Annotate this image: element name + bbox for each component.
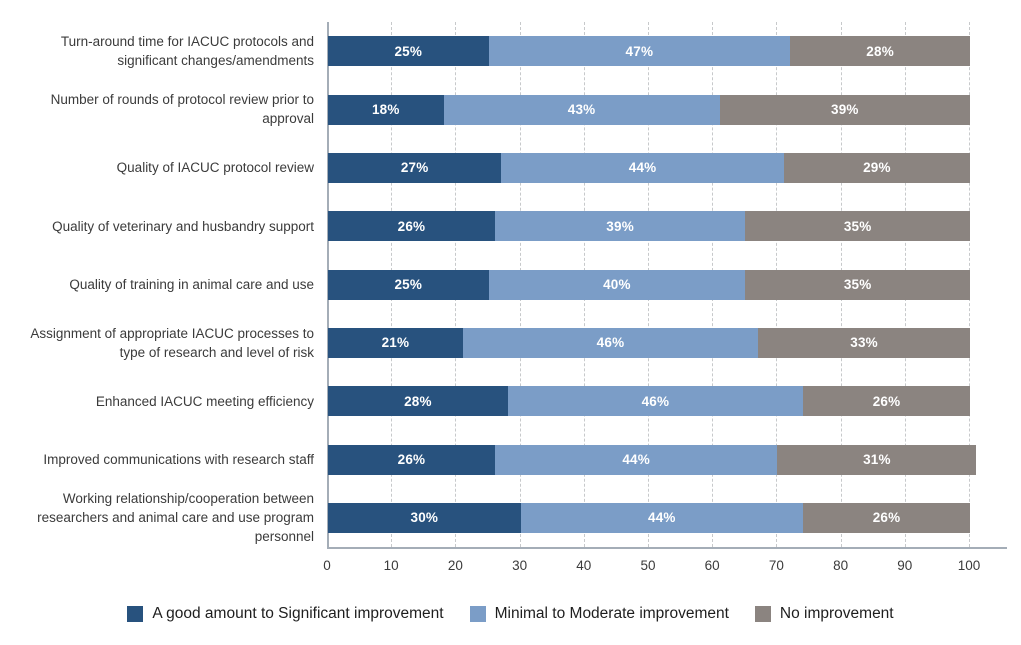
bar-segment-good-significant: 25%: [328, 36, 489, 67]
bar-segment-label: 47%: [625, 43, 654, 59]
bar-segment-label: 44%: [648, 510, 676, 526]
bar-segment-good-significant: 18%: [328, 94, 444, 125]
bar-segment-label: 44%: [628, 160, 657, 176]
bar-segment-label: 28%: [866, 43, 894, 59]
bar-segment-label: 26%: [397, 452, 426, 467]
category-label: Number of rounds of protocol review prio…: [50, 92, 314, 127]
bar-segment-label: 40%: [603, 277, 631, 292]
bar-segment-no-improvement: 26%: [803, 502, 970, 533]
legend-label: No improvement: [779, 605, 894, 622]
bar-segment-label: 31%: [863, 452, 891, 467]
category-label: Quality of training in animal care and u…: [69, 276, 314, 292]
bar-segment-no-improvement: 33%: [758, 327, 970, 358]
bar-segment-label: 18%: [371, 102, 400, 117]
bar-segment-label: 46%: [641, 393, 670, 409]
bar-segment-label: 46%: [596, 335, 625, 351]
bar-segment-label: 21%: [381, 335, 410, 351]
legend: A good amount to Significant improvement…: [0, 596, 1021, 632]
bar-segment-label: 28%: [404, 393, 432, 409]
x-tick-label: 40: [576, 558, 592, 573]
bar-segment-good-significant: 30%: [328, 502, 521, 533]
bar-segment-label: 43%: [567, 102, 596, 117]
legend-label: Minimal to Moderate improvement: [494, 605, 729, 622]
legend-item: A good amount to Significant improvement: [127, 605, 444, 623]
bar-segment-label: 25%: [394, 277, 423, 292]
category-label: Working relationship/cooperation between…: [37, 491, 314, 545]
bar-segment-good-significant: 21%: [328, 327, 463, 358]
bar-segment-minimal-moderate: 47%: [488, 36, 791, 67]
x-tick-label: 30: [512, 558, 528, 573]
bar-segment-good-significant: 26%: [328, 211, 495, 242]
bar-segment-good-significant: 28%: [328, 386, 508, 417]
category-label: Quality of veterinary and husbandry supp…: [52, 218, 314, 234]
bar-segment-label: 35%: [843, 277, 872, 292]
bar-segment-good-significant: 25%: [328, 269, 489, 300]
x-tick-label: 10: [383, 558, 399, 573]
bar-segment-good-significant: 26%: [328, 444, 495, 475]
bar-segment-good-significant: 27%: [328, 152, 502, 183]
bar-segment-minimal-moderate: 40%: [488, 269, 746, 300]
legend-swatch: [754, 606, 771, 622]
bar-segment-minimal-moderate: 44%: [520, 502, 804, 533]
bar-segment-no-improvement: 39%: [719, 94, 970, 125]
bar-segment-no-improvement: 28%: [790, 36, 970, 67]
bar-segment-minimal-moderate: 43%: [443, 94, 720, 125]
x-axis-line: [327, 547, 1007, 549]
category-label: Assignment of appropriate IACUC processe…: [30, 325, 314, 360]
bar-segment-label: 44%: [622, 452, 650, 467]
x-tick-label: 60: [704, 558, 720, 573]
bar-segment-label: 29%: [863, 160, 891, 176]
legend-item: Minimal to Moderate improvement: [469, 605, 729, 623]
bar-segment-label: 26%: [872, 510, 901, 526]
x-tick-label: 70: [768, 558, 784, 573]
legend-swatch: [469, 606, 486, 622]
bar-segment-label: 27%: [400, 160, 429, 176]
bar-segment-label: 26%: [872, 393, 901, 409]
bar-segment-label: 39%: [830, 102, 859, 117]
bar-segment-no-improvement: 26%: [803, 386, 970, 417]
bar-segment-label: 35%: [843, 218, 872, 234]
bar-segment-no-improvement: 35%: [745, 211, 970, 242]
x-tick-label: 0: [323, 558, 331, 573]
bar-segment-no-improvement: 35%: [745, 269, 970, 300]
bar-segment-label: 25%: [394, 43, 423, 59]
x-tick-label: 80: [833, 558, 849, 573]
x-tick-label: 90: [897, 558, 913, 573]
x-tick-label: 100: [957, 558, 981, 573]
bar-segment-minimal-moderate: 44%: [494, 444, 778, 475]
x-tick-label: 50: [640, 558, 656, 573]
bar-segment-no-improvement: 31%: [777, 444, 977, 475]
bar-segment-no-improvement: 29%: [783, 152, 970, 183]
bar-segment-label: 39%: [606, 218, 634, 234]
bar-segment-label: 30%: [410, 510, 439, 526]
legend-swatch: [127, 606, 144, 622]
category-label: Enhanced IACUC meeting efficiency: [95, 393, 314, 409]
bar-segment-label: 26%: [397, 218, 426, 234]
category-label: Turn-around time for IACUC protocols and…: [60, 34, 314, 69]
bar-segment-minimal-moderate: 46%: [507, 386, 804, 417]
bar-segment-minimal-moderate: 46%: [462, 327, 759, 358]
bar-segment-minimal-moderate: 39%: [494, 211, 746, 242]
category-label: Quality of IACUC protocol review: [116, 160, 314, 176]
category-label: Improved communications with research st…: [43, 451, 314, 467]
legend-label: A good amount to Significant improvement: [152, 605, 444, 622]
legend-item: No improvement: [754, 605, 894, 623]
bar-segment-label: 33%: [850, 335, 878, 351]
bar-segment-minimal-moderate: 44%: [501, 152, 784, 183]
x-tick-label: 20: [447, 558, 463, 573]
